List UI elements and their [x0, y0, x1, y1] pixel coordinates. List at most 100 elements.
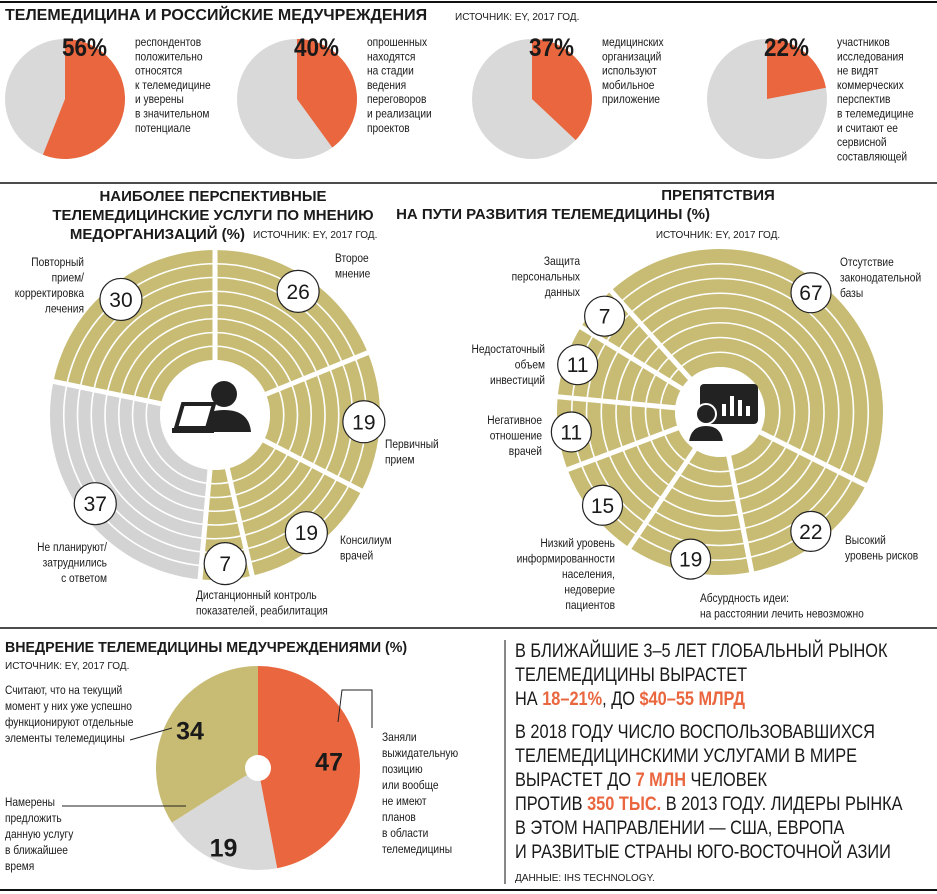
fact-line: В 2018 ГОДУ ЧИСЛО ВОСПОЛЬЗОВАВШИХСЯ: [515, 721, 875, 742]
category-label: выжидательную: [382, 747, 458, 760]
fact-text: , ДО: [602, 688, 639, 709]
value-bubble: [557, 344, 599, 386]
fact-text: В БЛИЖАЙШИЕ 3–5 ЛЕТ ГЛОБАЛЬНЫЙ РЫНОК: [515, 639, 888, 662]
description: переговоров: [367, 94, 426, 107]
value-bubble: [276, 269, 320, 313]
value-label: 7: [599, 306, 611, 329]
value-bubble: [790, 510, 832, 552]
pie-slice: [171, 768, 278, 870]
fact-text: В 2013 ГОДУ. ЛИДЕРЫ РЫНКА: [661, 793, 903, 814]
category-label: предложить: [5, 812, 62, 825]
value-label: 22%: [764, 34, 809, 62]
value-bubble: [670, 538, 712, 580]
description: и уверены: [135, 94, 184, 107]
chart-title: ВНЕДРЕНИЕ ТЕЛЕМЕДИЦИНЫ МЕДУЧРЕЖДЕНИЯМИ (…: [5, 640, 407, 656]
value-label: 47: [315, 748, 343, 776]
chart-source: ИСТОЧНИК: EY, 2017 ГОД.: [253, 230, 377, 241]
chart-source: ИСТОЧНИК: EY, 2017 ГОД.: [656, 230, 780, 241]
value-label: 40%: [294, 34, 339, 62]
fact-text: ЧЕЛОВЕК: [686, 769, 768, 790]
category-label: Заняли: [382, 731, 417, 744]
category-label: прием/: [52, 272, 85, 285]
category-label: затруднились: [43, 557, 108, 570]
doctor-icon: [172, 381, 251, 433]
value-label: 11: [560, 421, 582, 444]
value-label: 67: [799, 282, 822, 305]
fact-text: ТЕЛЕМЕДИЦИНЫ ВЫРАСТЕТ: [515, 664, 747, 685]
fact-line: ВЫРАСТЕТ ДО 7 МЛН ЧЕЛОВЕК: [515, 769, 768, 790]
pie-slice: [258, 666, 361, 869]
description: в значительном: [135, 108, 209, 121]
pie-slice: [532, 39, 592, 141]
chart-title: НА ПУТИ РАЗВИТИЯ ТЕЛЕМЕДИЦИНЫ (%): [396, 206, 710, 223]
value-label: 30: [109, 289, 132, 312]
category-label: Дистанционный контроль: [196, 589, 317, 602]
fact-text: И РАЗВИТЫЕ СТРАНЫ ЮГО-ВОСТОЧНОЙ АЗИИ: [515, 840, 891, 863]
category-label: не имеют: [382, 795, 427, 808]
donut-sector: [53, 250, 215, 404]
category-label: лечения: [45, 303, 84, 316]
value-label: 19: [679, 549, 702, 572]
fact-text: ТЕЛЕМЕДИЦИНСКИМИ УСЛУГАМИ В МИРЕ: [515, 745, 857, 766]
description: исследования: [837, 51, 904, 64]
description: участников: [837, 36, 890, 49]
value-label: 11: [567, 354, 589, 377]
category-label: Абсурдность идеи:: [700, 592, 789, 605]
description: относятся: [135, 65, 182, 78]
value-bubble: [73, 482, 117, 526]
category-label: функционируют отдельные: [5, 716, 133, 729]
description: коммерческих: [837, 79, 904, 92]
category-label: с ответом: [61, 572, 107, 585]
description: респондентов: [135, 36, 201, 49]
category-label: Низкий уровень: [540, 537, 615, 550]
category-label: в ближайшее: [5, 844, 68, 857]
chart-title: НАИБОЛЕЕ ПЕРСПЕКТИВНЫЕ: [99, 188, 326, 205]
fact-line: ТЕЛЕМЕДИЦИНСКИМИ УСЛУГАМИ В МИРЕ: [515, 745, 857, 766]
fact-text: 350 ТЫС.: [587, 793, 661, 814]
value-label: 26: [286, 281, 309, 304]
chart-title: ТЕЛЕМЕДИЦИНСКИЕ УСЛУГИ ПО МНЕНИЮ: [52, 207, 373, 224]
category-label: Высокий: [845, 534, 886, 547]
value-label: 34: [176, 718, 204, 746]
value-label: 19: [210, 835, 238, 863]
pie-slice: [297, 39, 357, 148]
description: приложение: [602, 94, 660, 107]
value-bubble: [584, 295, 626, 337]
category-label: Намерены: [5, 796, 55, 809]
icons: [172, 381, 758, 443]
category-label: корректировка: [15, 287, 85, 300]
title: ТЕЛЕМЕДИЦИНА И РОССИЙСКИЕ МЕДУЧРЕЖДЕНИЯ: [5, 5, 427, 24]
category-label: показателей, реабилитация: [196, 605, 328, 618]
category-label: в области: [382, 827, 428, 840]
category-label: телемедицины: [382, 843, 452, 856]
value-bubble: [790, 272, 832, 314]
category-label: момент у них уже успешно: [5, 700, 132, 713]
description: к телемедицине: [135, 79, 211, 92]
fact-line: В ЭТОМ НАПРАВЛЕНИИ — США, ЕВРОПА: [515, 817, 845, 838]
ring-line: [629, 321, 811, 503]
value-bubble: [99, 277, 143, 322]
value-label: 19: [295, 522, 318, 545]
fact-text: В 2018 ГОДУ ЧИСЛО ВОСПОЛЬЗОВАВШИХСЯ: [515, 721, 875, 742]
value-bubble: [550, 411, 592, 453]
fact-line: ПРОТИВ 350 ТЫС. В 2013 ГОДУ. ЛИДЕРЫ РЫНК…: [515, 793, 903, 814]
description: потенциале: [135, 122, 191, 135]
fact-source: ДАННЫЕ: IHS TECHNOLOGY.: [515, 873, 655, 884]
category-label: отношение: [490, 430, 542, 443]
category-label: врачей: [509, 445, 542, 458]
fact-text: НА: [515, 688, 542, 709]
category-label: планов: [382, 811, 416, 824]
fact-text: 7 МЛН: [636, 769, 686, 790]
description: находятся: [367, 51, 415, 64]
category-label: Повторный: [31, 256, 84, 269]
category-label: уровень рисков: [845, 550, 918, 563]
category-label: инвестиций: [490, 374, 545, 387]
description: ведения: [367, 79, 406, 92]
category-label: населения,: [562, 568, 615, 581]
value-label: 19: [352, 411, 375, 434]
category-label: пациентов: [565, 599, 615, 612]
pie-slice: [155, 666, 258, 823]
description: перспектив: [837, 94, 891, 107]
fact-line: В БЛИЖАЙШИЕ 3–5 ЛЕТ ГЛОБАЛЬНЫЙ РЫНОК: [515, 639, 888, 662]
